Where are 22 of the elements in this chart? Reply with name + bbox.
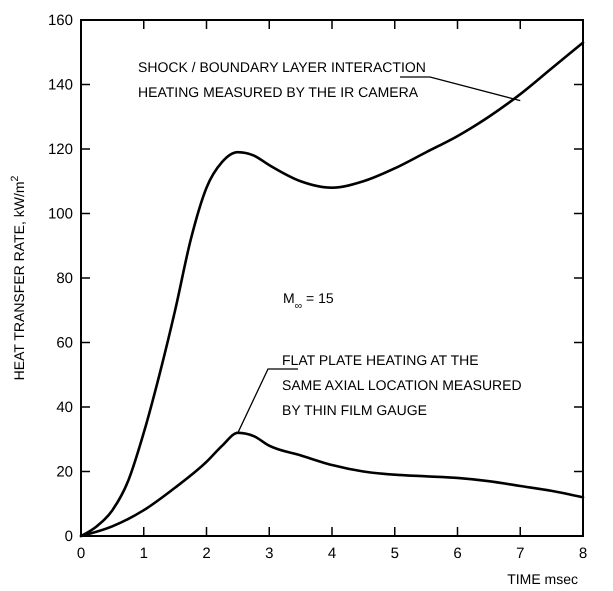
y-tick-label: 40 (56, 399, 73, 416)
x-tick-label: 3 (265, 545, 274, 562)
y-tick-label: 160 (48, 12, 73, 29)
y-tick-label: 0 (64, 528, 73, 545)
y-tick-label: 120 (48, 141, 73, 158)
x-tick-label: 5 (390, 545, 399, 562)
y-tick-label: 80 (56, 270, 73, 287)
y-tick-label: 20 (56, 464, 73, 480)
y-tick-label: 60 (56, 334, 73, 352)
x-tick-label: 8 (578, 545, 588, 562)
annotation: SHOCK / BOUNDARY LAYER INTERACTION HEATING MEASURED BY THE IR CAMERA (138, 59, 426, 100)
x-tick-label: 7 (516, 545, 524, 562)
y-tick-label: 100 (48, 206, 73, 222)
x-axis-title: TIME msec (507, 571, 578, 587)
x-tick-label: 1 (140, 545, 148, 562)
y-tick-label: 140 (48, 76, 73, 94)
annotation: FLAT PLATE HEATING AT THE SAME AXIAL LOCATION MEASURED BY THIN FILM GAUGE (282, 352, 522, 418)
annotation: M$_{∞}$ = 15 (283, 290, 334, 312)
x-tick-label: 6 (453, 545, 462, 562)
x-tick-label: 0 (76, 545, 86, 562)
x-tick-label: 2 (202, 545, 211, 562)
x-tick-label: 4 (328, 545, 336, 562)
